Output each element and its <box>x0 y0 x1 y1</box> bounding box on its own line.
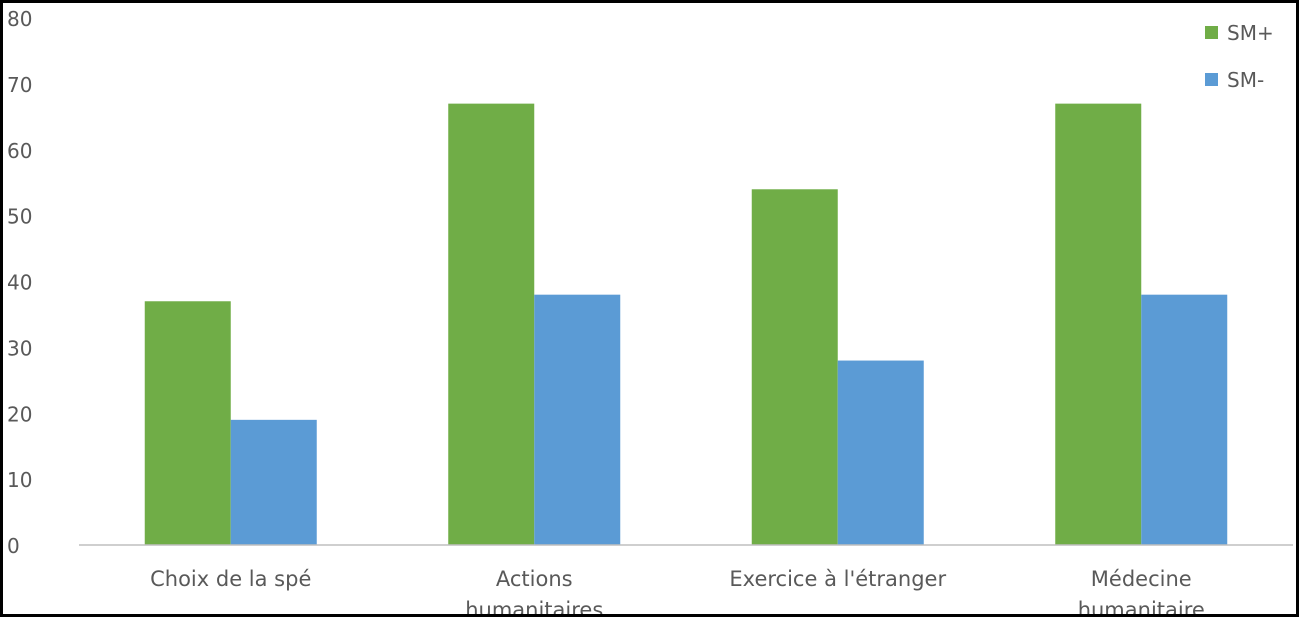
y-tick-label: 60 <box>7 139 32 163</box>
y-tick-label: 20 <box>7 402 32 426</box>
legend-swatch <box>1205 73 1218 86</box>
legend: SM+ SM- <box>1205 21 1274 92</box>
y-tick-label: 80 <box>7 7 32 31</box>
y-tick-label: 40 <box>7 271 32 295</box>
y-tick-label: 50 <box>7 205 32 229</box>
bar-sm-minus <box>534 294 621 545</box>
bars-group <box>144 103 1228 545</box>
bar-sm-plus <box>1055 103 1142 545</box>
y-axis-ticks: 0 10 20 30 40 50 60 70 80 <box>7 7 32 558</box>
bar-sm-minus <box>837 360 924 545</box>
y-tick-label: 0 <box>7 534 20 558</box>
legend-label: SM+ <box>1227 21 1274 45</box>
x-category-label: Médecine humanitaire <box>1078 567 1205 614</box>
legend-swatch <box>1205 26 1218 39</box>
bar-chart: 0 10 20 30 40 50 60 70 80 Choix de la spé Actions… <box>7 7 1293 614</box>
x-category-label: Actions humanitaires <box>465 567 603 614</box>
bar-sm-minus <box>1141 294 1228 545</box>
bar-sm-minus <box>230 419 317 545</box>
y-tick-label: 70 <box>7 73 32 97</box>
x-category-label: Choix de la spé <box>150 567 311 591</box>
x-category-label: Exercice à l'étranger <box>729 567 946 591</box>
x-axis-category-labels: Choix de la spé Actions humanitaires Exerci… <box>150 567 1205 614</box>
legend-label: SM- <box>1227 68 1264 92</box>
y-tick-label: 10 <box>7 468 32 492</box>
bar-sm-plus <box>144 301 231 545</box>
bar-sm-plus <box>751 189 838 545</box>
y-tick-label: 30 <box>7 336 32 360</box>
bar-sm-plus <box>448 103 535 545</box>
